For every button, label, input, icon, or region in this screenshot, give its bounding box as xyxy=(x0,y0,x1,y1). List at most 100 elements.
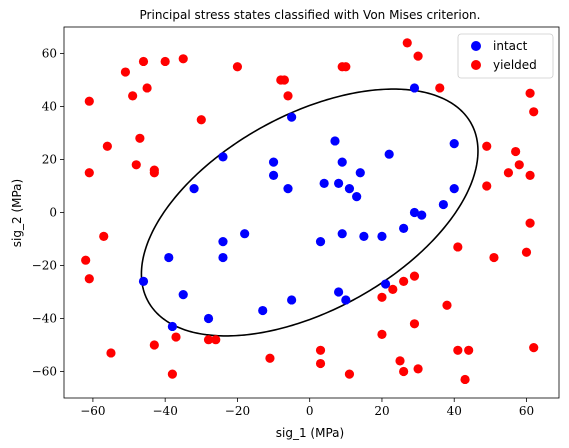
point-intact xyxy=(334,178,344,188)
point-yielded xyxy=(525,88,535,98)
x-axis-label: sig_1 (MPa) xyxy=(276,426,344,440)
y-tick-label: −60 xyxy=(32,365,57,379)
point-yielded xyxy=(525,170,535,180)
point-intact xyxy=(355,168,365,178)
point-intact xyxy=(240,229,250,239)
point-intact xyxy=(138,276,149,286)
point-yielded xyxy=(482,141,492,151)
y-axis-label: sig_2 (MPa) xyxy=(10,179,24,247)
point-yielded xyxy=(106,348,116,358)
point-intact xyxy=(218,252,228,263)
point-yielded xyxy=(138,56,149,67)
legend-marker-intact xyxy=(471,41,481,51)
point-yielded xyxy=(265,353,275,363)
point-intact xyxy=(334,287,344,297)
point-yielded xyxy=(514,160,524,170)
legend-marker-yielded xyxy=(471,60,481,70)
point-intact xyxy=(283,184,293,194)
plot-frame xyxy=(63,26,560,399)
point-yielded xyxy=(409,319,420,329)
point-intact xyxy=(344,184,355,194)
chart-title: Principal stress states classified with … xyxy=(140,8,481,22)
point-yielded xyxy=(178,54,188,64)
point-yielded xyxy=(453,242,463,252)
point-yielded xyxy=(99,231,109,241)
point-yielded xyxy=(128,91,138,101)
point-yielded xyxy=(442,300,452,310)
point-yielded xyxy=(529,343,539,353)
point-intact xyxy=(337,229,347,239)
plot-area xyxy=(81,38,539,385)
x-tick-label: 20 xyxy=(374,404,389,418)
legend: intact yielded xyxy=(457,33,554,79)
y-tick-label: 60 xyxy=(42,47,57,61)
point-yielded xyxy=(413,364,423,374)
point-yielded xyxy=(135,133,145,143)
point-yielded xyxy=(341,62,351,72)
x-tick-label: −40 xyxy=(153,404,178,418)
y-tick-label: 40 xyxy=(42,100,57,114)
point-intact xyxy=(380,279,391,289)
point-intact xyxy=(449,184,459,194)
point-yielded xyxy=(399,276,409,286)
point-yielded xyxy=(388,284,398,294)
point-yielded xyxy=(521,247,532,257)
von-mises-ellipse xyxy=(140,88,479,337)
x-tick-label: 0 xyxy=(306,404,314,418)
point-yielded xyxy=(395,356,405,366)
point-yielded xyxy=(279,75,289,85)
point-intact xyxy=(438,199,448,210)
point-yielded xyxy=(84,168,94,178)
point-intact xyxy=(268,157,279,167)
point-yielded xyxy=(160,56,170,67)
point-yielded xyxy=(84,96,94,106)
point-intact xyxy=(315,237,326,247)
point-yielded xyxy=(84,274,94,284)
point-yielded xyxy=(149,340,159,350)
point-intact xyxy=(218,237,228,247)
point-yielded xyxy=(211,335,221,345)
point-yielded xyxy=(460,374,470,385)
point-intact xyxy=(203,313,214,324)
point-yielded xyxy=(102,141,112,151)
point-yielded xyxy=(409,271,420,281)
point-yielded xyxy=(196,115,206,125)
point-intact xyxy=(377,231,387,241)
point-yielded xyxy=(525,218,535,228)
y-tick-label: −40 xyxy=(32,312,57,326)
point-yielded xyxy=(167,369,177,379)
point-yielded xyxy=(435,83,445,93)
point-yielded xyxy=(464,345,474,355)
point-intact xyxy=(384,149,394,159)
point-intact xyxy=(337,157,347,167)
legend-box xyxy=(457,33,554,79)
point-yielded xyxy=(315,345,326,355)
point-intact xyxy=(178,290,188,300)
point-yielded xyxy=(511,146,521,157)
point-intact xyxy=(341,295,351,305)
point-yielded xyxy=(344,369,355,379)
point-intact xyxy=(359,231,369,241)
legend-label-yielded: yielded xyxy=(493,58,537,72)
point-yielded xyxy=(489,252,499,263)
point-yielded xyxy=(171,332,181,342)
point-intact xyxy=(319,178,329,188)
point-intact xyxy=(409,83,420,93)
point-intact xyxy=(399,223,409,233)
point-intact xyxy=(258,305,268,316)
point-yielded xyxy=(120,67,131,77)
point-yielded xyxy=(529,107,539,117)
point-yielded xyxy=(377,329,387,339)
axis-ticks: −60 −40 −20 0 20 40 60 −60 −40 −20 0 20 40 60 xyxy=(32,47,534,419)
y-tick-label: −20 xyxy=(32,259,57,273)
point-intact xyxy=(287,112,297,122)
point-yielded xyxy=(131,160,141,170)
y-tick-label: 20 xyxy=(42,153,57,167)
point-yielded xyxy=(413,51,423,61)
point-yielded xyxy=(149,165,159,175)
point-intact xyxy=(268,170,279,180)
point-yielded xyxy=(315,358,326,369)
point-yielded xyxy=(402,38,412,48)
point-yielded xyxy=(81,255,91,265)
